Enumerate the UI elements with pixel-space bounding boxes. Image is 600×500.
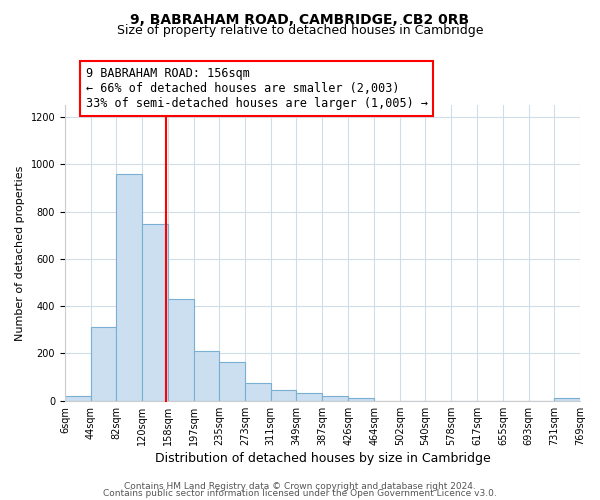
Text: Size of property relative to detached houses in Cambridge: Size of property relative to detached ho… — [117, 24, 483, 37]
Bar — [349, 398, 374, 401]
Bar — [296, 392, 322, 401]
Bar — [245, 383, 271, 401]
Bar — [194, 351, 220, 401]
Y-axis label: Number of detached properties: Number of detached properties — [15, 165, 25, 340]
Bar — [65, 396, 91, 401]
Bar — [322, 396, 349, 401]
Bar — [142, 224, 167, 401]
Text: 9 BABRAHAM ROAD: 156sqm
← 66% of detached houses are smaller (2,003)
33% of semi: 9 BABRAHAM ROAD: 156sqm ← 66% of detache… — [86, 66, 428, 110]
Bar — [271, 390, 296, 401]
Bar — [116, 174, 142, 401]
Text: 9, BABRAHAM ROAD, CAMBRIDGE, CB2 0RB: 9, BABRAHAM ROAD, CAMBRIDGE, CB2 0RB — [130, 12, 470, 26]
Bar — [220, 362, 245, 401]
Text: Contains public sector information licensed under the Open Government Licence v3: Contains public sector information licen… — [103, 488, 497, 498]
Text: Contains HM Land Registry data © Crown copyright and database right 2024.: Contains HM Land Registry data © Crown c… — [124, 482, 476, 491]
Bar — [91, 328, 116, 401]
Bar — [554, 398, 580, 401]
Bar — [167, 298, 194, 401]
X-axis label: Distribution of detached houses by size in Cambridge: Distribution of detached houses by size … — [155, 452, 490, 465]
